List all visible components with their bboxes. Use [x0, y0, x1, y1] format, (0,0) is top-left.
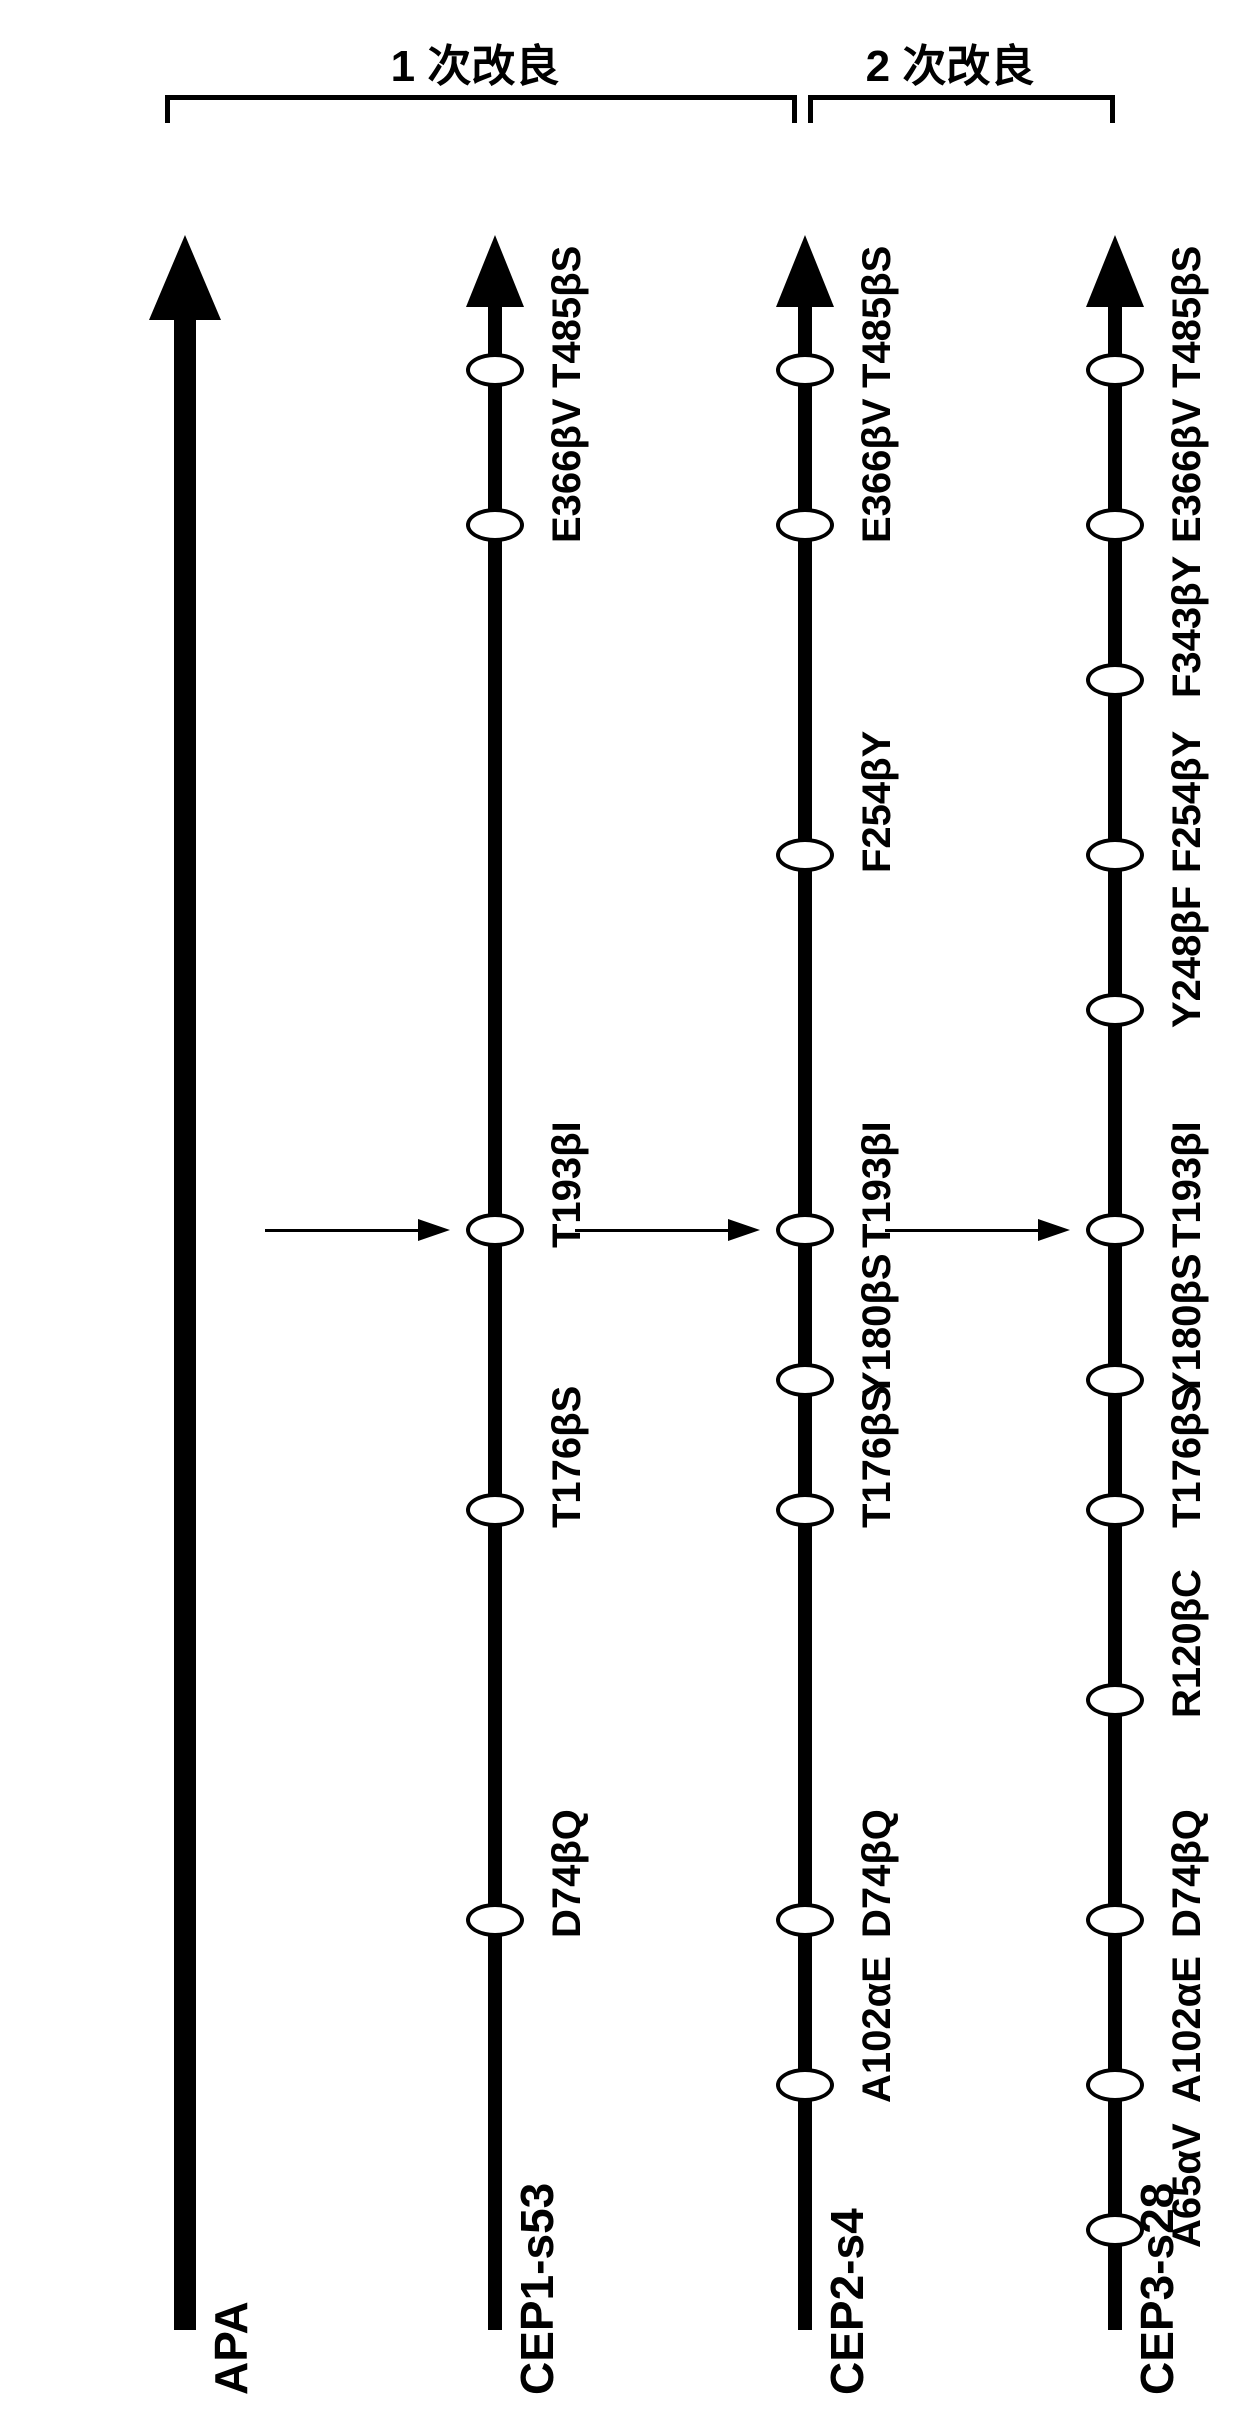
mutation-label: F343βY	[1165, 556, 1210, 698]
mutation-marker	[776, 2068, 834, 2102]
mutation-marker	[1086, 838, 1144, 872]
construct-arrow-shaft	[1108, 302, 1122, 2330]
transition-arrow-head	[728, 1219, 760, 1241]
mutation-label: T176βS	[855, 1386, 900, 1528]
mutation-marker	[776, 838, 834, 872]
mutation-label: T176βS	[545, 1386, 590, 1528]
mutation-marker	[466, 1903, 524, 1937]
mutation-marker	[1086, 993, 1144, 1027]
construct-arrow-head	[466, 235, 524, 307]
mutation-marker	[1086, 2068, 1144, 2102]
mutation-marker	[1086, 1683, 1144, 1717]
mutation-marker	[1086, 2213, 1144, 2247]
construct-arrow-head	[776, 235, 834, 307]
transition-arrow-shaft	[575, 1229, 728, 1232]
mutation-label: F254βY	[855, 731, 900, 873]
mutation-label: F254βY	[1165, 731, 1210, 873]
mutation-marker	[1086, 1363, 1144, 1397]
construct-name-label: APA	[204, 2301, 258, 2395]
mutation-label: T485βS	[545, 246, 590, 388]
mutation-marker	[1086, 1493, 1144, 1527]
mutation-marker	[1086, 353, 1144, 387]
mutation-marker	[776, 353, 834, 387]
mutation-marker	[776, 508, 834, 542]
mutation-label: E366βV	[855, 398, 900, 543]
mutation-marker	[776, 1363, 834, 1397]
mutation-label: D74βQ	[545, 1809, 590, 1938]
mutation-label: T485βS	[1165, 246, 1210, 388]
construct-arrow-head	[149, 235, 221, 320]
mutation-marker	[776, 1493, 834, 1527]
mutation-label: R120βC	[1165, 1569, 1210, 1718]
construct-arrow-shaft	[174, 315, 196, 2330]
construct-name-label: CEP1-s53	[510, 2183, 564, 2395]
mutation-label: Y248βF	[1165, 886, 1210, 1028]
mutation-marker	[466, 1213, 524, 1247]
construct-arrow-head	[1086, 235, 1144, 307]
mutation-marker	[1086, 508, 1144, 542]
construct-arrow-shaft	[798, 302, 812, 2330]
mutation-marker	[776, 1903, 834, 1937]
mutation-marker	[466, 353, 524, 387]
diagram-stage: 1 次改良 2 次改良 APA CEP1-s53 D74βQ T176βS T193βI E3…	[0, 0, 1240, 2409]
mutation-label: D74βQ	[1165, 1809, 1210, 1938]
header-label: 2 次改良	[866, 30, 1035, 94]
mutation-label: T485βS	[855, 246, 900, 388]
mutation-label: Y180βS	[1165, 1253, 1210, 1398]
mutation-label: E366βV	[1165, 398, 1210, 543]
header-label: 1 次改良	[391, 30, 560, 94]
mutation-marker	[776, 1213, 834, 1247]
mutation-label: A65αV	[1165, 2123, 1210, 2248]
mutation-marker	[466, 508, 524, 542]
mutation-label: T193βI	[1165, 1121, 1210, 1248]
mutation-marker	[1086, 1903, 1144, 1937]
mutation-marker	[1086, 663, 1144, 697]
mutation-label: A102αE	[1165, 1956, 1210, 2103]
construct-arrow-shaft	[488, 302, 502, 2330]
mutation-marker	[1086, 1213, 1144, 1247]
mutation-label: E366βV	[545, 398, 590, 543]
transition-arrow-shaft	[885, 1229, 1038, 1232]
transition-arrow-head	[1038, 1219, 1070, 1241]
mutation-marker	[466, 1493, 524, 1527]
transition-arrow-head	[418, 1219, 450, 1241]
transition-arrow-shaft	[265, 1229, 418, 1232]
mutation-label: T176βS	[1165, 1386, 1210, 1528]
mutation-label: D74βQ	[855, 1809, 900, 1938]
mutation-label: A102αE	[855, 1956, 900, 2103]
construct-name-label: CEP2-s4	[820, 2208, 874, 2395]
mutation-label: Y180βS	[855, 1253, 900, 1398]
